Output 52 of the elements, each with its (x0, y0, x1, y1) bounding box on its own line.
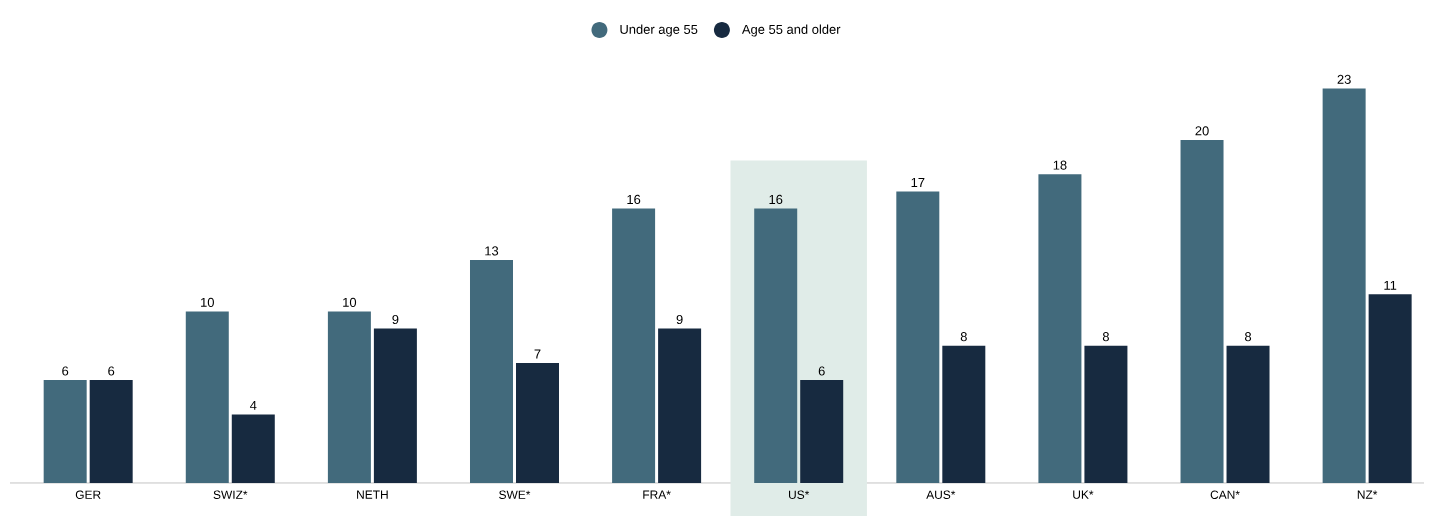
x-tick-label: SWE* (499, 490, 531, 499)
data-label: 6 (108, 366, 115, 376)
legend-label: Age 55 and older (741, 24, 841, 37)
data-label: 6 (818, 366, 825, 376)
data-label: 8 (960, 332, 967, 342)
data-label: 9 (676, 314, 683, 325)
x-tick-label: GER (75, 490, 101, 499)
bar (1084, 345, 1128, 483)
data-label: 10 (201, 297, 214, 307)
data-label: 16 (769, 194, 783, 205)
bar (754, 208, 798, 483)
data-label: 7 (534, 349, 541, 359)
bar (942, 345, 986, 483)
bar (1368, 294, 1412, 483)
bar (516, 362, 559, 483)
bar (658, 328, 702, 483)
data-label: 8 (1102, 332, 1109, 342)
bar (327, 311, 371, 483)
bar (470, 260, 513, 483)
x-tick-label: AUS* (926, 490, 956, 499)
data-label: 20 (1195, 126, 1209, 136)
data-label: 13 (485, 246, 499, 256)
legend-label: Under age 55 (620, 24, 698, 37)
x-tick-label: CAN* (1210, 490, 1240, 499)
bar (1322, 88, 1366, 483)
data-label: 8 (1244, 332, 1252, 342)
data-label: 4 (249, 400, 257, 410)
bar (612, 208, 656, 483)
data-label: 10 (343, 297, 357, 307)
bar (800, 380, 844, 483)
bar (896, 191, 940, 483)
data-label: 6 (62, 366, 69, 376)
bar (89, 380, 133, 483)
data-label: 23 (1337, 74, 1351, 84)
x-tick-label: FRA* (643, 490, 671, 499)
bar (43, 380, 87, 483)
x-tick-label: US* (789, 490, 810, 499)
bar (373, 328, 417, 483)
data-label: 11 (1384, 280, 1397, 290)
bar (231, 414, 275, 483)
data-label: 17 (911, 177, 925, 187)
x-tick-label: UK* (1073, 490, 1094, 499)
x-tick-label: NETH (357, 490, 388, 499)
data-label: 18 (1053, 160, 1067, 170)
bar (1180, 139, 1224, 483)
bar (1038, 174, 1082, 483)
bar (185, 311, 229, 483)
bar (1226, 345, 1270, 483)
data-label: 16 (627, 194, 641, 205)
x-tick-label: SWIZ* (213, 490, 248, 499)
data-label: 9 (392, 314, 399, 325)
x-tick-label: NZ* (1357, 490, 1378, 499)
